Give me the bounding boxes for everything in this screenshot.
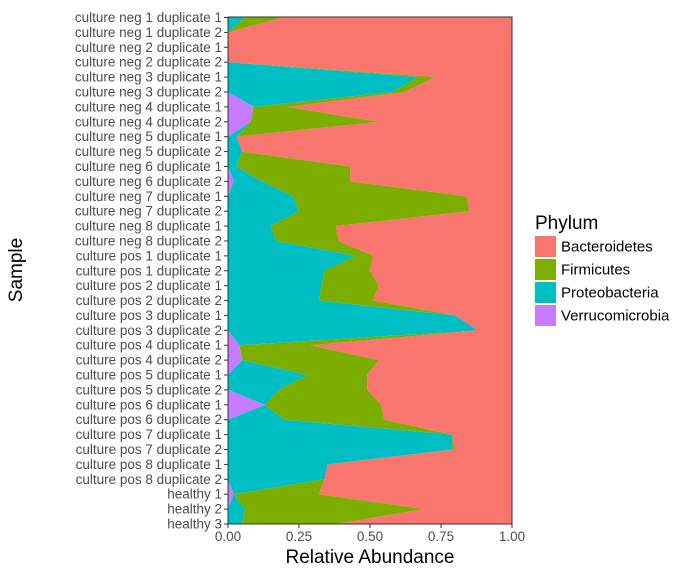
legend-label-proteobacteria: Proteobacteria (561, 285, 659, 302)
y-tick-label: culture pos 8 duplicate 1 (76, 457, 222, 472)
legend-label-firmicutes: Firmicutes (561, 262, 630, 279)
legend-swatch-proteobacteria (535, 282, 556, 303)
legend-label-verrucomicrobia: Verrucomicrobia (561, 308, 670, 325)
legend-swatch-verrucomicrobia (535, 305, 556, 326)
legend-title: Phylum (535, 213, 598, 234)
area-verrucomicrobia (228, 17, 265, 524)
area-proteobacteria (228, 17, 478, 524)
y-tick-label: culture pos 6 duplicate 2 (76, 412, 222, 427)
y-tick-label: culture neg 5 duplicate 1 (75, 129, 222, 144)
y-tick-label: culture pos 8 duplicate 2 (76, 472, 222, 487)
y-axis-title: Sample (6, 238, 27, 302)
y-tick-label: culture pos 6 duplicate 1 (76, 397, 222, 412)
y-tick-label: culture neg 7 duplicate 2 (75, 204, 222, 219)
y-tick-label: culture neg 3 duplicate 2 (75, 84, 222, 99)
y-tick-label: culture neg 2 duplicate 2 (75, 55, 222, 70)
y-tick-label: culture neg 4 duplicate 1 (75, 99, 222, 114)
y-tick-label: culture pos 7 duplicate 1 (76, 427, 222, 442)
y-tick-label: culture neg 7 duplicate 1 (75, 189, 222, 204)
y-tick-label: culture pos 2 duplicate 1 (76, 278, 222, 293)
y-tick-label: culture pos 3 duplicate 1 (76, 308, 222, 323)
y-tick-label: culture pos 1 duplicate 2 (76, 263, 222, 278)
y-tick-label: culture neg 6 duplicate 2 (75, 174, 222, 189)
legend: Phylum Bacteroidetes Firmicutes Proteobacte… (535, 213, 670, 326)
area-firmicutes (228, 17, 478, 524)
x-tick-label: 0.25 (286, 529, 312, 544)
y-tick-label: culture neg 5 duplicate 2 (75, 144, 222, 159)
y-tick-label: culture neg 3 duplicate 1 (75, 70, 222, 85)
y-tick-label: culture pos 4 duplicate 1 (76, 338, 222, 353)
y-tick-label: culture pos 3 duplicate 2 (76, 323, 222, 338)
y-tick-label: culture pos 4 duplicate 2 (76, 353, 222, 368)
y-tick-label: culture neg 1 duplicate 1 (75, 10, 222, 25)
area-layers (228, 17, 512, 524)
y-tick-label: culture neg 8 duplicate 1 (75, 219, 222, 234)
y-tick-label: culture pos 1 duplicate 1 (76, 248, 222, 263)
legend-swatch-firmicutes (535, 259, 556, 280)
y-tick-label: culture pos 5 duplicate 1 (76, 368, 222, 383)
y-tick-label: culture neg 1 duplicate 2 (75, 25, 222, 40)
y-tick-label: culture neg 4 duplicate 2 (75, 114, 222, 129)
y-tick-label: culture pos 7 duplicate 2 (76, 442, 222, 457)
y-tick-label: culture neg 6 duplicate 1 (75, 159, 222, 174)
y-tick-label: culture neg 8 duplicate 2 (75, 233, 222, 248)
y-tick-label: healthy 2 (167, 502, 222, 517)
x-tick-label: 0.00 (215, 529, 241, 544)
legend-label-bacteroidetes: Bacteroidetes (561, 239, 653, 256)
x-tick-label: 0.50 (357, 529, 383, 544)
x-axis: 0.00 0.25 0.50 0.75 1.00 (215, 524, 525, 544)
legend-swatch-bacteroidetes (535, 236, 556, 257)
x-tick-label: 0.75 (428, 529, 454, 544)
y-tick-label: culture pos 2 duplicate 2 (76, 293, 222, 308)
y-tick-label: healthy 3 (167, 517, 222, 532)
y-tick-label: culture pos 5 duplicate 2 (76, 382, 222, 397)
x-axis-title: Relative Abundance (285, 547, 454, 568)
y-tick-label: healthy 1 (167, 487, 222, 502)
y-tick-label: culture neg 2 duplicate 1 (75, 40, 222, 55)
x-tick-label: 1.00 (499, 529, 525, 544)
